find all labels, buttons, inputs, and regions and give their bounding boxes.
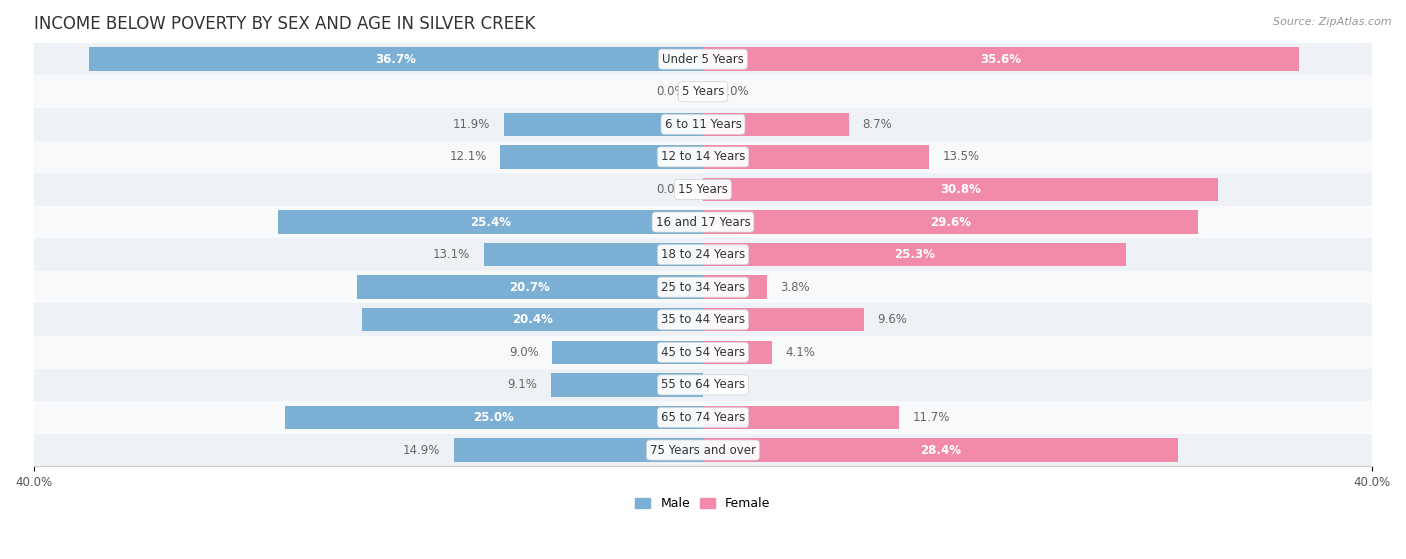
Bar [361, 308, 703, 331]
Text: 15 Years: 15 Years [678, 183, 728, 196]
Bar [703, 308, 863, 331]
Bar [503, 112, 703, 136]
Text: 9.1%: 9.1% [508, 378, 537, 391]
Text: 28.4%: 28.4% [920, 443, 962, 457]
Bar [357, 276, 703, 299]
Text: 35.6%: 35.6% [980, 53, 1021, 65]
Bar [34, 75, 1372, 108]
Text: 0.0%: 0.0% [720, 378, 749, 391]
Text: 0.0%: 0.0% [657, 86, 686, 98]
Text: 0.0%: 0.0% [657, 183, 686, 196]
Text: 3.8%: 3.8% [780, 281, 810, 293]
Bar [34, 304, 1372, 336]
Bar [703, 48, 1299, 71]
Text: 35 to 44 Years: 35 to 44 Years [661, 313, 745, 326]
Bar [89, 48, 703, 71]
Text: 45 to 54 Years: 45 to 54 Years [661, 346, 745, 359]
Text: 30.8%: 30.8% [941, 183, 981, 196]
Text: 65 to 74 Years: 65 to 74 Years [661, 411, 745, 424]
Bar [484, 243, 703, 266]
Text: 13.1%: 13.1% [433, 248, 471, 261]
Bar [34, 43, 1372, 75]
Text: 18 to 24 Years: 18 to 24 Years [661, 248, 745, 261]
Text: 14.9%: 14.9% [404, 443, 440, 457]
Bar [703, 210, 1198, 234]
Bar [34, 434, 1372, 466]
Text: 75 Years and over: 75 Years and over [650, 443, 756, 457]
Bar [703, 340, 772, 364]
Bar [34, 401, 1372, 434]
Bar [703, 145, 929, 169]
Text: 5 Years: 5 Years [682, 86, 724, 98]
Bar [703, 276, 766, 299]
Text: 25 to 34 Years: 25 to 34 Years [661, 281, 745, 293]
Bar [278, 210, 703, 234]
Text: 20.4%: 20.4% [512, 313, 553, 326]
Text: 25.3%: 25.3% [894, 248, 935, 261]
Text: 16 and 17 Years: 16 and 17 Years [655, 216, 751, 229]
Bar [34, 108, 1372, 141]
Text: 29.6%: 29.6% [931, 216, 972, 229]
Text: 25.4%: 25.4% [470, 216, 510, 229]
Text: 36.7%: 36.7% [375, 53, 416, 65]
Bar [551, 373, 703, 397]
Bar [703, 112, 849, 136]
Text: 11.9%: 11.9% [453, 118, 491, 131]
Text: 9.0%: 9.0% [509, 346, 538, 359]
Bar [34, 271, 1372, 304]
Text: 9.6%: 9.6% [877, 313, 907, 326]
Text: 12.1%: 12.1% [450, 150, 486, 163]
Legend: Male, Female: Male, Female [630, 492, 776, 515]
Text: 25.0%: 25.0% [474, 411, 515, 424]
Bar [34, 206, 1372, 238]
Bar [34, 368, 1372, 401]
Bar [34, 173, 1372, 206]
Text: 55 to 64 Years: 55 to 64 Years [661, 378, 745, 391]
Text: Under 5 Years: Under 5 Years [662, 53, 744, 65]
Text: Source: ZipAtlas.com: Source: ZipAtlas.com [1274, 17, 1392, 27]
Bar [34, 336, 1372, 368]
Bar [454, 438, 703, 462]
Bar [703, 243, 1126, 266]
Bar [703, 178, 1219, 201]
Text: 8.7%: 8.7% [862, 118, 891, 131]
Text: 11.7%: 11.7% [912, 411, 949, 424]
Text: 4.1%: 4.1% [785, 346, 815, 359]
Text: 20.7%: 20.7% [509, 281, 550, 293]
Bar [284, 406, 703, 429]
Bar [34, 238, 1372, 271]
Text: 12 to 14 Years: 12 to 14 Years [661, 150, 745, 163]
Bar [703, 438, 1178, 462]
Bar [501, 145, 703, 169]
Text: 13.5%: 13.5% [942, 150, 980, 163]
Text: 0.0%: 0.0% [720, 86, 749, 98]
Bar [34, 141, 1372, 173]
Text: INCOME BELOW POVERTY BY SEX AND AGE IN SILVER CREEK: INCOME BELOW POVERTY BY SEX AND AGE IN S… [34, 15, 534, 33]
Bar [553, 340, 703, 364]
Bar [703, 406, 898, 429]
Text: 6 to 11 Years: 6 to 11 Years [665, 118, 741, 131]
